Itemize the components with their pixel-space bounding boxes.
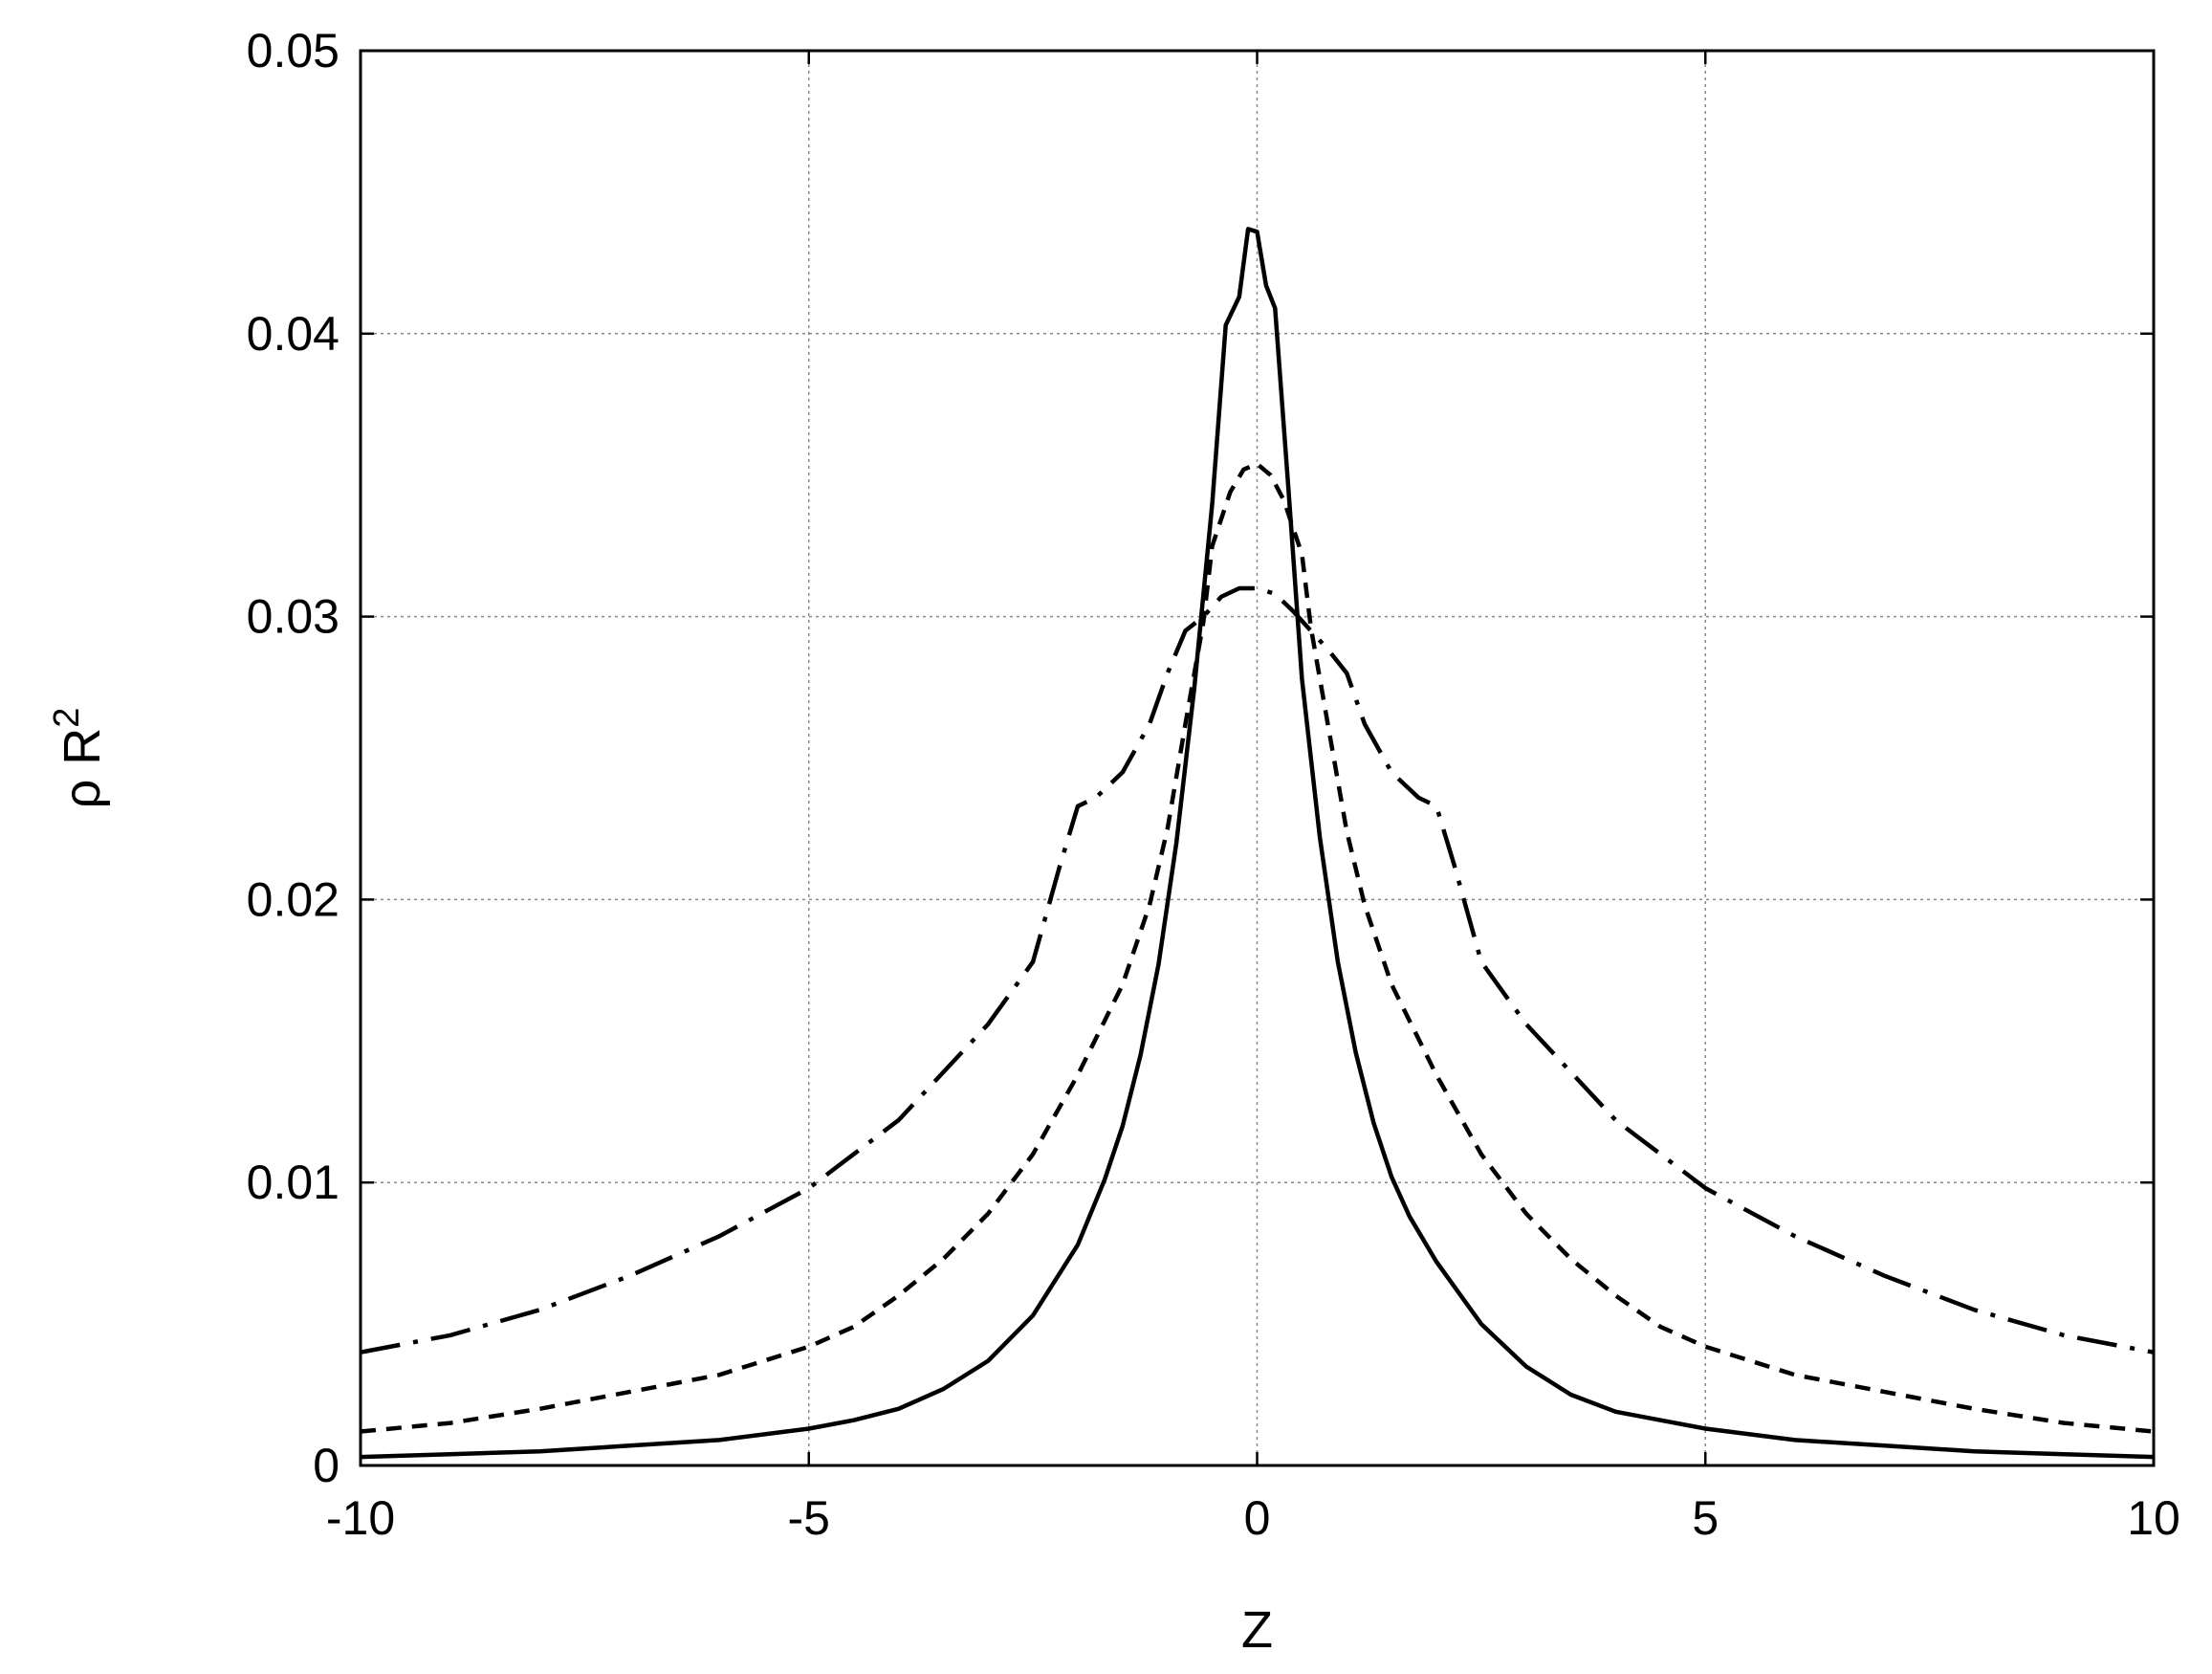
series-line-dash-dot (360, 585, 2155, 1355)
x-axis-label: Z (1241, 1601, 1273, 1659)
y-axis-label: ρ R2 (47, 708, 111, 809)
series-line-dashed (360, 461, 2155, 1434)
ticks (359, 49, 2156, 1467)
x-tick-label: 10 (2127, 1491, 2180, 1545)
y-tick-label: 0.05 (247, 24, 339, 77)
series-group (360, 227, 2155, 1460)
y-tick-label: 0 (313, 1439, 339, 1492)
x-tick-label: -10 (326, 1491, 395, 1545)
y-axis-label-superscript: 2 (47, 708, 87, 728)
tick-labels: -10 -5 0 5 10 0 0.01 0.02 0.03 0.04 0.05 (247, 24, 2180, 1545)
x-tick-label: 0 (1244, 1491, 1271, 1545)
y-tick-label: 0.03 (247, 590, 339, 644)
y-tick-label: 0.01 (247, 1156, 339, 1209)
y-tick-label: 0.02 (247, 872, 339, 926)
x-tick-label: 5 (1692, 1491, 1719, 1545)
y-axis-label-base: ρ R (54, 728, 111, 809)
grid (361, 51, 2154, 1465)
y-tick-label: 0.04 (247, 307, 339, 361)
x-tick-label: -5 (788, 1491, 830, 1545)
series-line-solid (360, 227, 2155, 1460)
plot-frame (359, 49, 2156, 1467)
